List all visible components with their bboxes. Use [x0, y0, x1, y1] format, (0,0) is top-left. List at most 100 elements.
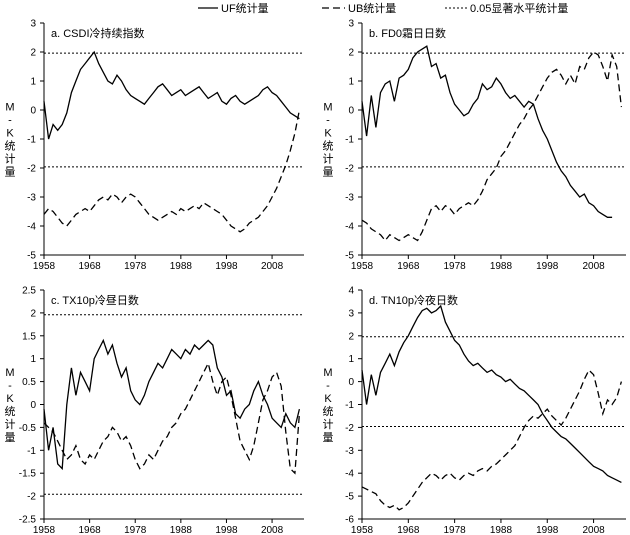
x-tick-label: 2008 — [261, 525, 284, 535]
y-tick-label: 2 — [30, 48, 36, 59]
y-axis-label-char: 量 — [323, 431, 334, 444]
y-axis-label-char: 统 — [323, 140, 334, 153]
y-tick-label: 2.5 — [22, 286, 36, 297]
y-axis-label-char: M — [5, 102, 14, 114]
y-tick-label: 0 — [30, 400, 36, 411]
y-tick-label: -3 — [27, 193, 36, 204]
legend-sig-label: 0.05显著水平统计量 — [470, 1, 568, 15]
y-tick-label: -1 — [27, 446, 36, 457]
y-tick-label: 0 — [30, 106, 36, 117]
y-axis-label-char: M — [323, 102, 332, 114]
x-tick-label: 1958 — [33, 525, 56, 535]
y-tick-label: -0.5 — [19, 423, 37, 434]
y-axis-label-char: 统 — [323, 405, 334, 418]
legend-uf-label: UF统计量 — [221, 2, 269, 15]
y-tick-label: -2 — [27, 164, 36, 175]
y-axis-label-char: K — [324, 128, 332, 140]
x-tick-label: 1998 — [215, 525, 238, 535]
panel-fd0: -5 -4 -3 -2 -1 0 1 2 3 1958 1968 1978 1988 1998 2008 b.… — [323, 19, 626, 272]
y-tick-label: -1 — [27, 135, 36, 146]
x-tick-label: 1968 — [397, 525, 420, 535]
y-axis-label-char: M — [5, 367, 14, 379]
series-uf-line — [43, 338, 301, 471]
panel-title: d. TN10p冷夜日数 — [369, 293, 458, 307]
y-axis-label-char: 量 — [5, 166, 16, 179]
y-axis-label-char: 计 — [323, 418, 334, 431]
x-tick-label: 1978 — [444, 261, 467, 272]
y-tick-label: -5 — [345, 251, 354, 262]
x-tick-label: 2008 — [582, 261, 605, 272]
x-tick-label: 1978 — [124, 261, 147, 272]
x-tick-label: 1978 — [444, 525, 467, 535]
y-axis-label-char: - — [326, 115, 330, 127]
x-tick-label: 1958 — [351, 525, 374, 535]
y-axis-label-char: K — [324, 393, 332, 405]
y-axis-label-char: K — [6, 393, 14, 405]
y-axis-label-char: 计 — [5, 153, 16, 166]
x-tick-label: 1968 — [78, 525, 101, 535]
series-ub-line — [361, 369, 623, 511]
panel-csdi: -5 -4 -3 -2 -1 0 1 2 3 1958 1968 1978 1988 1998 2008 a.… — [5, 19, 304, 272]
y-axis-label-char: M — [323, 367, 332, 379]
y-tick-label: 1 — [348, 77, 354, 88]
y-axis-label-char: 统 — [5, 140, 16, 153]
x-tick-label: 1958 — [33, 261, 56, 272]
x-tick-label: 2008 — [261, 261, 284, 272]
x-tick-label: 1958 — [351, 261, 374, 272]
x-tick-label: 1968 — [78, 261, 101, 272]
y-tick-label: -4 — [345, 222, 354, 233]
y-tick-label: 3 — [348, 308, 354, 319]
y-tick-label: 2 — [30, 308, 36, 319]
panel-title: b. FD0霜日日数 — [369, 27, 446, 40]
y-tick-label: -2 — [345, 164, 354, 175]
x-tick-label: 1988 — [490, 525, 513, 535]
series-ub-line — [361, 51, 623, 242]
y-tick-label: 1 — [30, 77, 36, 88]
panel-title: a. CSDI冷持续指数 — [51, 26, 145, 40]
y-tick-label: -6 — [345, 515, 354, 526]
y-axis-label-char: 统 — [5, 405, 16, 418]
y-tick-label: -4 — [345, 469, 354, 480]
y-axis-label-char: K — [6, 128, 14, 140]
y-tick-label: -4 — [27, 222, 36, 233]
y-tick-label: 0 — [348, 106, 354, 117]
y-tick-label: -3 — [345, 446, 354, 457]
y-axis-label-char: 计 — [5, 418, 16, 431]
y-tick-label: 0 — [348, 377, 354, 388]
x-tick-label: 1988 — [170, 525, 193, 535]
y-axis-label-char: 量 — [323, 166, 334, 179]
y-tick-label: -5 — [27, 251, 36, 262]
y-tick-label: 1 — [348, 354, 354, 365]
y-axis-label-char: 计 — [323, 153, 334, 166]
series-uf-line — [361, 304, 622, 483]
y-tick-label: 1 — [30, 354, 36, 365]
y-tick-label: -2.5 — [19, 515, 37, 526]
x-tick-label: 1968 — [397, 261, 420, 272]
x-tick-label: 1998 — [536, 261, 559, 272]
series-ub-line — [43, 109, 301, 233]
legend-ub-label: UB统计量 — [348, 2, 396, 15]
y-tick-label: 3 — [348, 19, 354, 30]
legend: UF统计量 UB统计量 0.05显著水平统计量 — [198, 1, 568, 15]
y-axis-label-char: - — [326, 380, 330, 392]
y-tick-label: -1 — [345, 400, 354, 411]
y-tick-label: -1 — [345, 135, 354, 146]
y-tick-label: -5 — [345, 492, 354, 503]
series-uf-line — [43, 50, 300, 140]
y-axis-label-char: 量 — [5, 431, 16, 444]
y-tick-label: -2 — [27, 492, 36, 503]
panel-tx10p: -2.5 -2 -1.5 -1 -0.5 0 0.5 1 1.5 2 2.5 1958 1968 1978… — [5, 286, 304, 535]
x-tick-label: 1998 — [536, 525, 559, 535]
panel-title: c. TX10p冷昼日数 — [51, 294, 139, 307]
x-tick-label: 1998 — [215, 261, 238, 272]
y-tick-label: 3 — [30, 19, 36, 30]
y-tick-label: -3 — [345, 193, 354, 204]
y-tick-label: 2 — [348, 48, 354, 59]
y-tick-label: 0.5 — [22, 377, 36, 388]
y-tick-label: 2 — [348, 331, 354, 342]
x-tick-label: 1988 — [490, 261, 513, 272]
x-tick-label: 1978 — [124, 525, 147, 535]
y-axis-label-char: - — [8, 380, 12, 392]
